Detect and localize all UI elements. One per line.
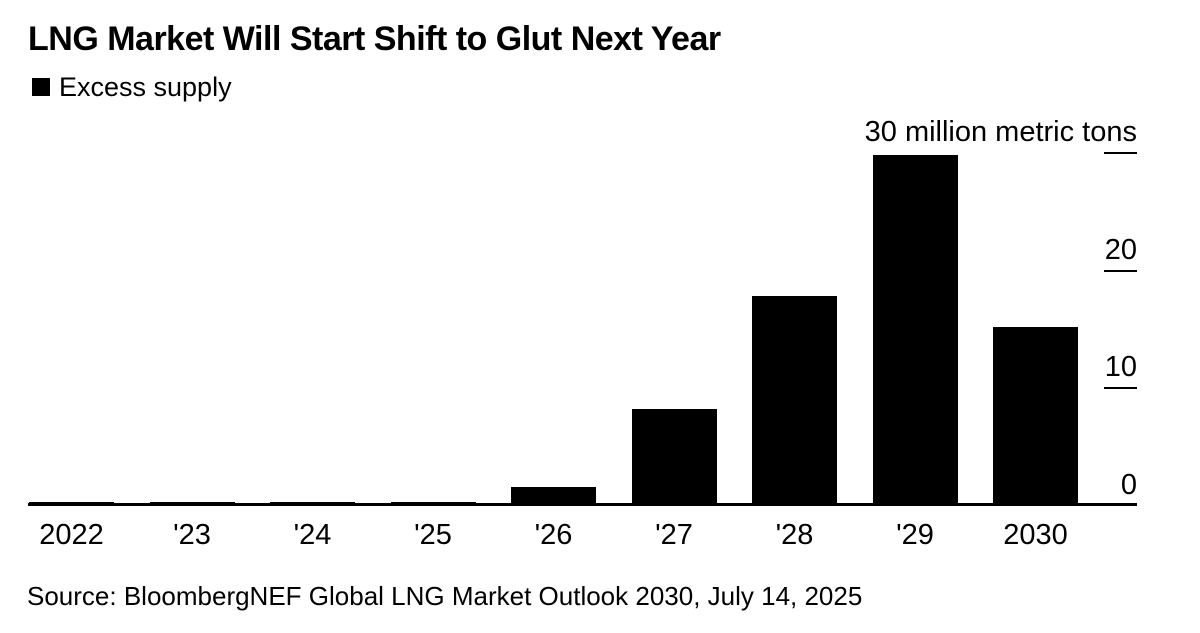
legend: Excess supply <box>32 71 232 102</box>
x-axis-label: '29 <box>896 519 934 551</box>
x-axis-label: '23 <box>173 519 211 551</box>
y-tick-line <box>1104 152 1137 154</box>
bar-29 <box>872 155 958 506</box>
x-axis-label: 2030 <box>1003 519 1068 551</box>
x-axis-label: '27 <box>655 519 693 551</box>
bar-27 <box>631 409 717 506</box>
x-axis-label: 2022 <box>39 519 104 551</box>
y-tick-line <box>1104 387 1137 389</box>
bar-2030 <box>993 326 1078 506</box>
bar-28 <box>752 296 837 506</box>
source-note: Source: BloombergNEF Global LNG Market O… <box>27 581 863 611</box>
x-axis-label: '28 <box>775 519 814 551</box>
x-axis-label: '24 <box>293 519 332 551</box>
y-tick-label: 10 <box>1104 351 1137 383</box>
unit-annotation: 30 million metric tons <box>864 116 1137 148</box>
legend-label: Excess supply <box>59 71 232 102</box>
x-axis-label: '26 <box>534 519 573 551</box>
bar-26 <box>511 486 596 506</box>
y-tick-label: 0 <box>1120 468 1137 501</box>
page-title: LNG Market Will Start Shift to Glut Next… <box>28 20 721 58</box>
y-tick-label: 20 <box>1104 233 1137 266</box>
y-tick-line <box>1104 269 1137 272</box>
x-axis-label: '25 <box>414 519 452 551</box>
x-axis-baseline <box>28 503 1137 506</box>
legend-swatch-icon <box>32 78 50 96</box>
